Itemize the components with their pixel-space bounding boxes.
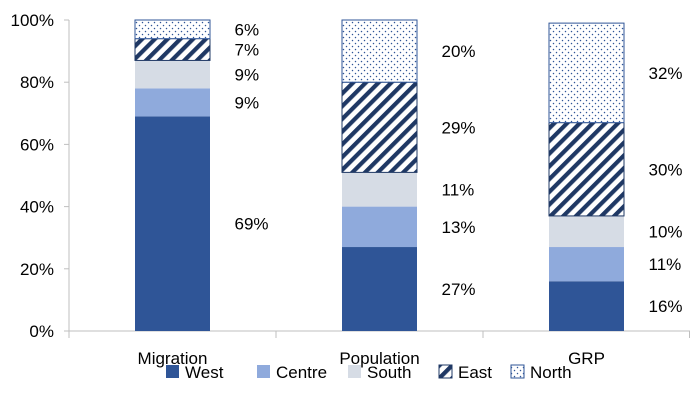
x-axis: Migration Population GRP xyxy=(68,330,690,368)
bar-segment-east-migration xyxy=(134,38,211,61)
bar-segment-west-population xyxy=(342,247,417,331)
bar-segment-west-grp xyxy=(549,281,624,331)
category-label-population: Population xyxy=(339,349,419,368)
y-tick-label: 80% xyxy=(20,73,54,92)
y-tick-label: 0% xyxy=(29,322,54,341)
bar-segment-north-migration xyxy=(134,19,211,40)
legend-swatch-centre xyxy=(257,365,270,378)
data-label-west-population: 27% xyxy=(442,280,476,299)
legend-swatch-west xyxy=(166,365,179,378)
y-tick-label: 100% xyxy=(11,11,54,30)
data-label-north-population: 20% xyxy=(442,42,476,61)
data-labels: 69% 9% 9% 7% 6% 27% 13% 11% 29% 20% 16% 11% 10% 30% 32… xyxy=(235,20,683,316)
category-label-migration: Migration xyxy=(138,349,208,368)
legend-label-west: West xyxy=(185,363,224,382)
bar-stacks xyxy=(134,19,625,331)
data-label-east-migration: 7% xyxy=(235,41,260,60)
data-label-centre-migration: 9% xyxy=(235,93,260,112)
bar-segment-west-migration xyxy=(135,116,210,331)
legend-label-east: East xyxy=(458,363,492,382)
bar-segment-centre-grp xyxy=(549,247,624,282)
data-label-centre-population: 13% xyxy=(442,218,476,237)
data-label-east-grp: 30% xyxy=(649,160,683,179)
data-label-north-grp: 32% xyxy=(649,64,683,83)
legend-label-centre: Centre xyxy=(276,363,327,382)
legend-label-south: South xyxy=(367,363,411,382)
data-label-east-population: 29% xyxy=(442,118,476,137)
category-label-grp: GRP xyxy=(568,349,605,368)
data-label-centre-grp: 11% xyxy=(649,255,682,274)
y-tick-label: 20% xyxy=(20,260,54,279)
legend-swatch-east xyxy=(438,364,453,379)
y-axis: 0% 20% 40% 60% 80% 100% xyxy=(11,11,70,341)
data-label-north-migration: 6% xyxy=(235,20,260,39)
bar-segment-south-population xyxy=(342,172,417,207)
y-tick-label: 40% xyxy=(20,198,54,217)
legend-label-north: North xyxy=(530,363,572,382)
bar-segment-east-population xyxy=(341,81,418,173)
data-label-west-migration: 69% xyxy=(235,215,269,234)
legend-swatch-south xyxy=(348,365,361,378)
data-label-south-population: 11% xyxy=(442,180,475,199)
bar-segment-south-migration xyxy=(135,60,210,89)
data-label-south-migration: 9% xyxy=(235,65,260,84)
bar-segment-centre-population xyxy=(342,206,417,248)
legend: West Centre South East North xyxy=(166,363,572,382)
bar-segment-centre-migration xyxy=(135,88,210,117)
data-label-west-grp: 16% xyxy=(649,297,683,316)
bar-segment-north-grp xyxy=(548,22,625,124)
bar-segment-east-grp xyxy=(548,122,625,217)
data-label-south-grp: 10% xyxy=(649,222,683,241)
bar-segment-north-population xyxy=(341,19,418,83)
bar-segment-south-grp xyxy=(549,215,624,248)
y-tick-label: 60% xyxy=(20,135,54,154)
legend-swatch-north xyxy=(510,364,525,379)
